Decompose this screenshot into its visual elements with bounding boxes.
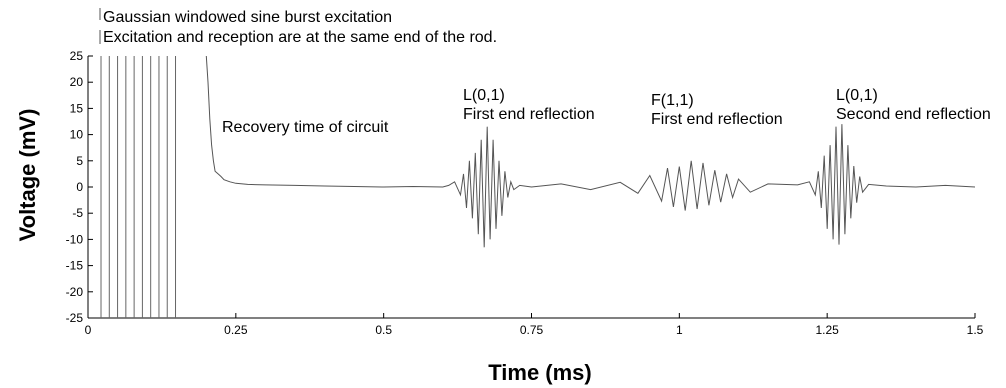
annotation-l01-second-desc: Second end reflection xyxy=(836,106,991,123)
annotation-l01-second-mode: L(0,1) xyxy=(836,87,878,104)
excitation-note-line-2: Excitation and reception are at the same… xyxy=(103,29,497,46)
x-tick-label: 1.5 xyxy=(967,323,984,337)
excitation-note-line-1: Gaussian windowed sine burst excitation xyxy=(103,9,392,26)
y-tick-label: -20 xyxy=(66,285,84,299)
annotation-recovery-time: Recovery time of circuit xyxy=(222,119,389,136)
annotation-l01-first-mode: L(0,1) xyxy=(463,87,505,104)
y-tick-label: -10 xyxy=(66,232,84,246)
y-tick-label: 5 xyxy=(76,154,83,168)
y-tick-label: -25 xyxy=(66,311,84,325)
x-tick-label: 1.25 xyxy=(815,323,839,337)
y-tick-label: 10 xyxy=(70,128,84,142)
y-tick-label: -5 xyxy=(72,206,83,220)
x-axis-ticks: 0 0.25 0.5 0.75 1 1.25 1.5 xyxy=(85,313,984,337)
x-tick-label: 0.25 xyxy=(224,323,248,337)
y-tick-label: 25 xyxy=(70,49,84,63)
signal-line xyxy=(205,55,976,248)
y-tick-label: 0 xyxy=(76,180,83,194)
y-tick-label: 20 xyxy=(70,75,84,89)
x-tick-label: 0.5 xyxy=(375,323,392,337)
annotation-f11-desc: First end reflection xyxy=(651,111,783,128)
signal-series xyxy=(205,55,976,248)
x-tick-label: 0.75 xyxy=(520,323,544,337)
y-tick-label: 15 xyxy=(70,101,84,115)
excitation-note: Gaussian windowed sine burst excitation … xyxy=(99,8,497,46)
annotation-f11-mode: F(1,1) xyxy=(651,92,694,109)
annotation-l01-first-desc: First end reflection xyxy=(463,106,595,123)
y-tick-label: -15 xyxy=(66,259,84,273)
x-axis-label: Time (ms) xyxy=(488,360,592,385)
excitation-lines xyxy=(100,56,177,318)
x-tick-label: 1 xyxy=(676,323,683,337)
y-axis-label: Voltage (mV) xyxy=(15,109,40,242)
x-tick-label: 0 xyxy=(85,323,92,337)
y-axis-ticks: 25 20 15 10 5 0 -5 -10 -15 -20 -25 xyxy=(66,49,93,325)
